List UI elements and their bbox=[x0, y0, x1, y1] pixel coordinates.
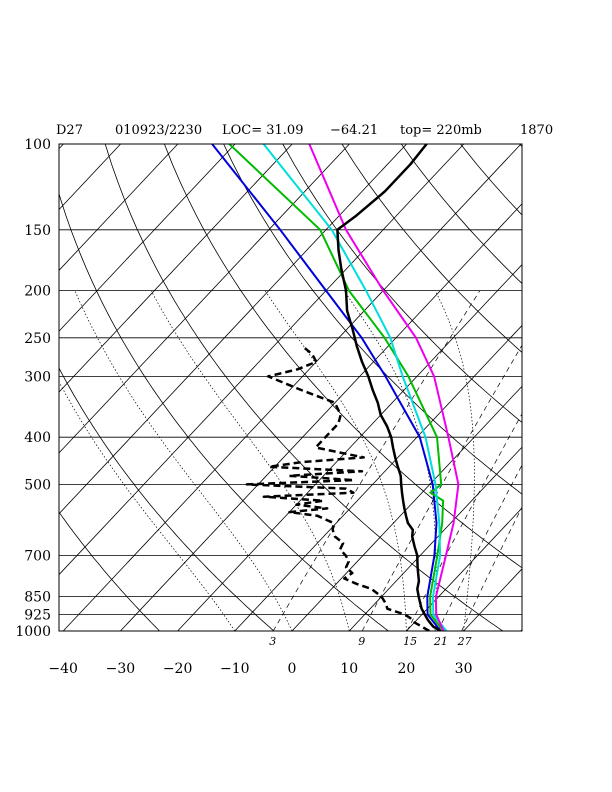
mixing-ratio-line bbox=[272, 290, 481, 631]
dry-adiabat-line bbox=[400, 144, 522, 284]
header-datetime: 010923/2230 bbox=[115, 123, 202, 138]
temperature-tick-label: 10 bbox=[340, 661, 358, 677]
isotherm-line bbox=[59, 144, 293, 393]
temperature-labels: −40 −30 −20 −10 0 10 20 30 bbox=[48, 661, 472, 677]
isotherm-line bbox=[59, 144, 121, 211]
mixing-ratio-label: 3 bbox=[269, 635, 276, 648]
moist-adiabat-line bbox=[59, 381, 236, 631]
temperature-tick-label: 0 bbox=[288, 661, 297, 677]
isotherm-line bbox=[120, 203, 522, 631]
pressure-tick-label: 700 bbox=[24, 549, 51, 565]
pressure-tick-label: 500 bbox=[24, 477, 51, 493]
isotherm-line bbox=[348, 446, 522, 631]
dewpoint-profile-line bbox=[245, 345, 430, 631]
temperature-tick-label: 30 bbox=[455, 661, 473, 677]
header-top: top= 220mb bbox=[400, 123, 482, 138]
header-location: LOC= 31.09 bbox=[222, 123, 303, 138]
isotherm-line bbox=[0, 144, 6, 631]
moist-adiabat-line bbox=[343, 290, 437, 631]
temperature-tick-label: −10 bbox=[220, 661, 250, 677]
parcel-curve-green bbox=[228, 144, 445, 631]
parcel-curve-blue bbox=[211, 144, 442, 631]
isotherm-line bbox=[59, 144, 465, 576]
parcel-curve-cyan bbox=[262, 144, 448, 631]
temperature-tick-label: −40 bbox=[48, 661, 78, 677]
mixing-ratio-line bbox=[461, 506, 522, 631]
moist-adiabat-line bbox=[74, 290, 293, 631]
mixing-ratio-line bbox=[437, 464, 522, 631]
isotherm-line bbox=[59, 144, 350, 454]
dry-adiabat-line bbox=[282, 144, 522, 424]
mixing-ratio-line bbox=[406, 413, 522, 631]
mixing-ratio-label: 21 bbox=[433, 635, 448, 648]
isotherm-line bbox=[59, 144, 407, 515]
header-longitude: −64.21 bbox=[330, 123, 378, 138]
dry-adiabat-line bbox=[519, 144, 522, 148]
dry-adiabat-line bbox=[460, 144, 522, 216]
pressure-tick-label: 100 bbox=[24, 137, 51, 153]
isotherm-line bbox=[463, 568, 522, 631]
mixing-ratio-line bbox=[361, 344, 522, 631]
temperature-tick-label: −20 bbox=[163, 661, 193, 677]
plot-frame bbox=[58, 143, 523, 632]
dry-adiabat-line bbox=[341, 144, 522, 353]
isotherm-line bbox=[406, 507, 522, 631]
pressure-tick-label: 1000 bbox=[15, 624, 51, 640]
isotherm-line bbox=[578, 144, 612, 631]
pressure-tick-label: 150 bbox=[24, 223, 51, 239]
temperature-tick-label: −30 bbox=[106, 661, 136, 677]
moist-adiabat-line bbox=[150, 290, 350, 631]
pressure-tick-label: 200 bbox=[24, 284, 51, 300]
header-number: 1870 bbox=[520, 123, 553, 138]
isotherm-line bbox=[234, 324, 522, 631]
dry-adiabat-line bbox=[59, 192, 389, 631]
mixing-ratio-label: 15 bbox=[403, 635, 417, 648]
pressure-tick-label: 925 bbox=[24, 608, 51, 624]
moist-adiabat-line bbox=[264, 290, 407, 631]
parcel-curve-magenta bbox=[308, 144, 460, 631]
pressure-tick-label: 300 bbox=[24, 369, 51, 385]
chart-header: D27 010923/2230 LOC= 31.09 −64.21 top= 2… bbox=[56, 123, 553, 138]
dry-adiabat-line bbox=[164, 144, 522, 569]
mixing-ratio-label: 27 bbox=[457, 635, 472, 648]
pressure-tick-label: 850 bbox=[24, 590, 51, 606]
temperature-profile-line bbox=[336, 144, 442, 631]
header-station: D27 bbox=[56, 123, 83, 138]
pressure-tick-label: 250 bbox=[24, 331, 51, 347]
isotherm-line bbox=[520, 629, 522, 631]
mixing-ratio-label: 9 bbox=[358, 635, 365, 648]
temperature-tick-label: 20 bbox=[397, 661, 415, 677]
isotherm-line bbox=[59, 144, 179, 271]
isotherm-line bbox=[59, 144, 236, 332]
pressure-tick-label: 400 bbox=[24, 430, 51, 446]
isotherm-line bbox=[291, 385, 522, 631]
profile-lines bbox=[211, 144, 460, 631]
mixing-ratio-labels: 3 9 15 21 27 bbox=[269, 635, 471, 648]
